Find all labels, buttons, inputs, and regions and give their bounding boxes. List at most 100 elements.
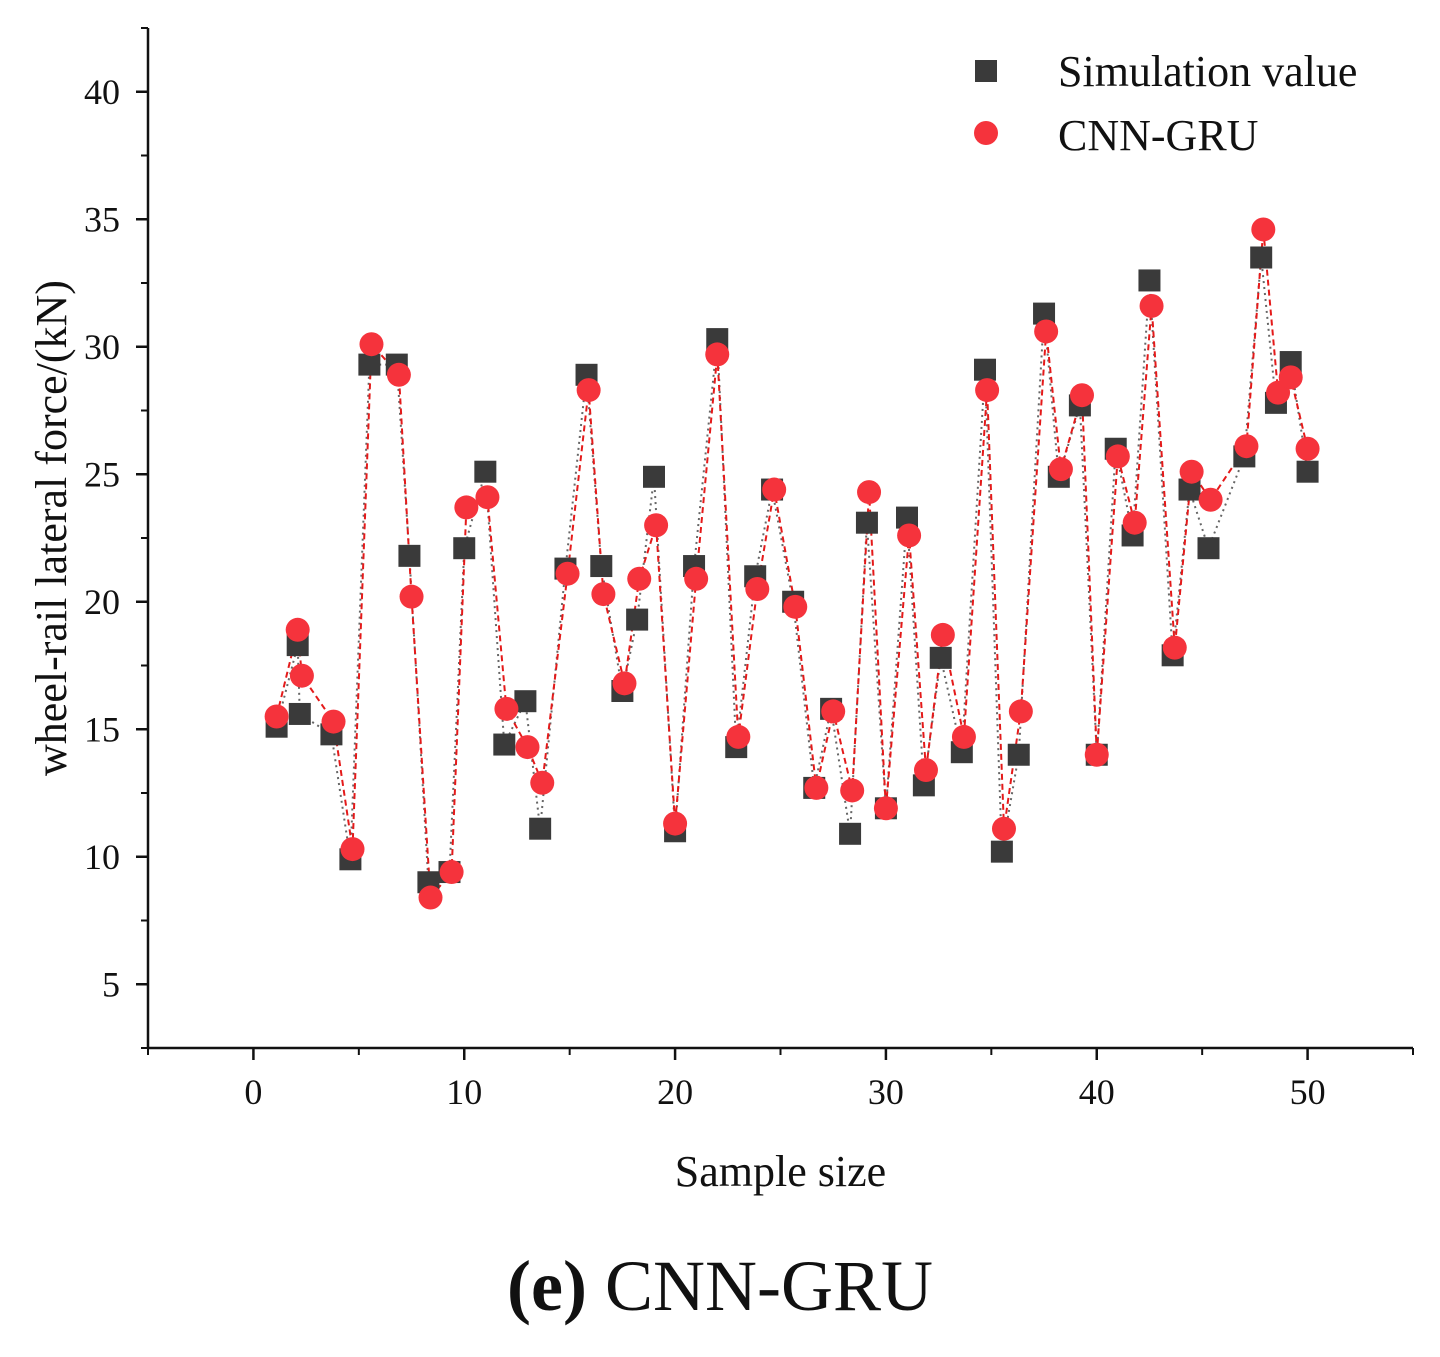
simulation-point: [1250, 246, 1273, 269]
simulation-point: [590, 555, 613, 578]
cnn-gru-point: [399, 584, 424, 609]
x-tick-label: 0: [244, 1072, 262, 1112]
simulation-connector-line: [275, 257, 1309, 884]
x-tick-label: 40: [1079, 1072, 1115, 1112]
simulation-point: [896, 506, 918, 529]
cnn-gru-point: [1295, 436, 1320, 461]
y-tick-label: 15: [84, 709, 120, 749]
cnn-gru-point: [591, 582, 616, 607]
cnn-gru-point: [1034, 319, 1059, 344]
caption-text: CNN-GRU: [605, 1246, 933, 1326]
cnn-gru-point: [873, 796, 898, 821]
cnn-gru-point: [951, 724, 976, 749]
cnn-gru-point: [1008, 699, 1033, 724]
y-axis-title: wheel-rail lateral force/(kN): [27, 280, 76, 776]
cnn-gru-point: [975, 378, 1000, 403]
simulation-point: [839, 822, 862, 845]
simulation-point: [929, 646, 952, 669]
cnn-gru-point: [627, 566, 652, 591]
cnn-gru-point: [857, 480, 882, 505]
simulation-point: [453, 537, 476, 560]
y-tick-label: 5: [102, 964, 120, 1004]
simulation-point: [1178, 478, 1201, 501]
simulation-point: [990, 840, 1013, 863]
cnn-gru-point: [359, 332, 384, 357]
cnn-gru-point: [439, 860, 464, 885]
legend-label-cnn-gru: CNN-GRU: [1058, 111, 1258, 160]
y-tick-label: 30: [84, 327, 120, 367]
cnn-gru-point: [289, 663, 314, 688]
cnn-gru-point: [684, 566, 709, 591]
simulation-point: [855, 511, 878, 534]
simulation-point: [398, 544, 421, 567]
y-tick-label: 35: [84, 199, 120, 239]
x-axis-title: Sample size: [675, 1147, 886, 1196]
cnn-gru-point: [285, 617, 310, 642]
cnn-gru-point: [1105, 444, 1130, 469]
simulation-point: [1197, 537, 1220, 560]
cnn-gru-point: [555, 561, 580, 586]
axes: [146, 28, 1413, 1050]
cnn-gru-point: [663, 811, 688, 836]
simulation-point: [288, 702, 311, 725]
cnn-gru-point: [340, 837, 365, 862]
simulation-point: [358, 353, 381, 376]
cnn-gru-point: [1234, 434, 1259, 459]
x-tick-label: 50: [1290, 1072, 1326, 1112]
cnn-gru-point: [783, 594, 808, 619]
cnn-gru-point: [991, 816, 1016, 841]
cnn-gru-point: [1122, 510, 1147, 535]
cnn-gru-point: [1198, 487, 1223, 512]
legend-marker-simulation-square: [975, 60, 997, 82]
cnn-gru-point: [530, 770, 555, 795]
simulation-point: [1007, 743, 1030, 766]
x-tick-label: 20: [657, 1072, 693, 1112]
cnn-gru-point: [1162, 635, 1187, 660]
simulation-point: [1033, 302, 1056, 325]
cnn-gru-point: [612, 671, 637, 696]
cnn-gru-point: [1048, 457, 1073, 482]
simulation-point: [1138, 269, 1161, 292]
cnn-gru-connector-line: [275, 229, 1309, 901]
caption-space: [587, 1246, 605, 1326]
tick-marks: [136, 27, 1414, 1060]
figure-caption: (e) CNN-GRU: [507, 1246, 933, 1326]
cnn-gru-point: [745, 577, 770, 601]
cnn-gru-point: [1084, 742, 1109, 767]
x-tick-label: 30: [868, 1072, 904, 1112]
simulation-point: [974, 358, 997, 381]
tick-labels: 0 10 20 30 40 50 5 10 15 20 25 30 35 40: [84, 72, 1326, 1112]
y-tick-label: 20: [84, 582, 120, 622]
y-tick-label: 10: [84, 837, 120, 877]
series-connector-lines: [275, 229, 1309, 901]
simulation-point: [493, 733, 516, 756]
y-tick-label: 40: [84, 72, 120, 112]
cnn-gru-point: [494, 696, 519, 721]
cnn-gru-point: [576, 378, 601, 403]
cnn-gru-point: [1179, 459, 1204, 484]
cnn-gru-point: [821, 699, 846, 724]
cnn-gru-point: [913, 758, 938, 783]
legend: Simulation value CNN-GRU: [974, 47, 1357, 160]
data-points: [264, 217, 1320, 910]
legend-marker-cnn-gru-circle: [974, 121, 998, 145]
simulation-point: [529, 817, 552, 840]
caption-letter: (e): [507, 1246, 587, 1326]
legend-label-simulation-value: Simulation value: [1058, 47, 1357, 96]
cnn-gru-point: [762, 477, 787, 502]
cnn-gru-point: [454, 495, 479, 520]
cnn-gru-point: [475, 485, 500, 510]
y-tick-label: 25: [84, 454, 120, 494]
cnn-gru-point: [840, 778, 865, 803]
cnn-gru-point: [897, 523, 922, 548]
cnn-gru-point: [804, 775, 829, 800]
cnn-gru-point: [930, 622, 955, 647]
cnn-gru-point: [705, 342, 730, 367]
cnn-gru-point: [1251, 217, 1276, 242]
simulation-point: [626, 608, 649, 631]
cnn-gru-point: [321, 709, 346, 734]
cnn-gru-point: [1139, 293, 1164, 318]
cnn-gru-point: [418, 885, 443, 910]
